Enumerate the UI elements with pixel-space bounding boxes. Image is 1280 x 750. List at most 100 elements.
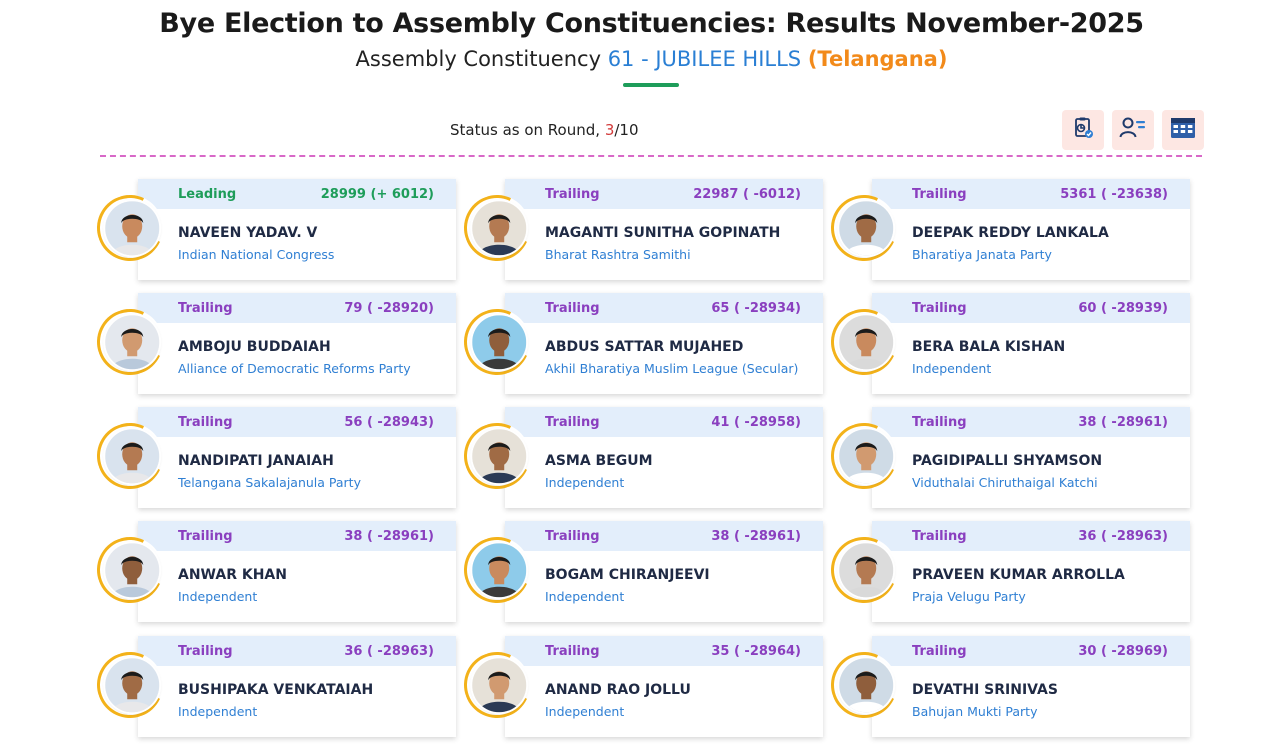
candidate-votes: 38 ( -28961) bbox=[711, 528, 801, 544]
table-view-button[interactable] bbox=[1162, 110, 1204, 150]
candidate-avatar bbox=[105, 315, 160, 370]
candidate-card[interactable]: Trailing 30 ( -28969) DEVATHI SRINIVAS Bahu… bbox=[872, 636, 1190, 737]
candidate-name: BOGAM CHIRANJEEVI bbox=[545, 567, 710, 583]
candidate-votes: 38 ( -28961) bbox=[344, 528, 434, 544]
candidate-card[interactable]: Trailing 38 ( -28961) ANWAR KHAN Independen… bbox=[138, 521, 456, 622]
card-header: Trailing 36 ( -28963) bbox=[138, 636, 456, 666]
candidate-status: Trailing bbox=[912, 414, 967, 430]
candidate-status: Trailing bbox=[545, 186, 600, 202]
candidate-card[interactable]: Trailing 22987 ( -6012) MAGANTI SUNITHA GO… bbox=[505, 179, 823, 280]
avatar-ring bbox=[454, 413, 540, 499]
round-status-prefix: Status as on Round, bbox=[450, 121, 601, 139]
total-rounds: /10 bbox=[614, 121, 639, 139]
candidate-party: Telangana Sakalajanula Party bbox=[178, 475, 361, 490]
card-header: Trailing 56 ( -28943) bbox=[138, 407, 456, 437]
candidate-card[interactable]: Leading 28999 (+ 6012) NAVEEN YADAV. V Indi… bbox=[138, 179, 456, 280]
candidate-card[interactable]: Trailing 38 ( -28961) BOGAM CHIRANJEEVI Ind… bbox=[505, 521, 823, 622]
candidate-avatar bbox=[839, 315, 894, 370]
avatar-ring bbox=[87, 185, 173, 271]
candidate-name: DEEPAK REDDY LANKALA bbox=[912, 225, 1109, 241]
report-button[interactable] bbox=[1062, 110, 1104, 150]
candidate-name: PRAVEEN KUMAR ARROLLA bbox=[912, 567, 1125, 583]
candidate-avatar bbox=[105, 201, 160, 256]
candidate-votes: 38 ( -28961) bbox=[1078, 414, 1168, 430]
candidate-party: Bahujan Mukti Party bbox=[912, 704, 1038, 719]
card-header: Leading 28999 (+ 6012) bbox=[138, 179, 456, 209]
candidate-party: Independent bbox=[178, 704, 258, 719]
candidate-list-icon bbox=[1119, 115, 1147, 145]
candidate-status: Trailing bbox=[545, 528, 600, 544]
candidate-avatar bbox=[105, 658, 160, 713]
avatar-ring bbox=[821, 413, 907, 499]
subtitle-prefix: Assembly Constituency bbox=[355, 47, 601, 71]
candidate-status: Trailing bbox=[545, 414, 600, 430]
candidate-card[interactable]: Trailing 36 ( -28963) BUSHIPAKA VENKATAIAH… bbox=[138, 636, 456, 737]
avatar-ring bbox=[87, 413, 173, 499]
candidate-party: Bharatiya Janata Party bbox=[912, 247, 1052, 262]
candidate-votes: 28999 (+ 6012) bbox=[320, 186, 434, 202]
candidate-avatar bbox=[472, 429, 527, 484]
candidate-status: Trailing bbox=[912, 528, 967, 544]
candidate-party: Viduthalai Chiruthaigal Katchi bbox=[912, 475, 1098, 490]
candidate-party: Independent bbox=[178, 589, 258, 604]
candidate-status: Trailing bbox=[178, 300, 233, 316]
candidate-votes: 79 ( -28920) bbox=[344, 300, 434, 316]
avatar-ring bbox=[454, 527, 540, 613]
candidate-avatar bbox=[472, 543, 527, 598]
candidate-card[interactable]: Trailing 35 ( -28964) ANAND RAO JOLLU Indep… bbox=[505, 636, 823, 737]
avatar-ring bbox=[821, 527, 907, 613]
avatar-ring bbox=[454, 299, 540, 385]
candidate-card[interactable]: Trailing 38 ( -28961) PAGIDIPALLI SHYAMSON… bbox=[872, 407, 1190, 508]
candidate-party: Alliance of Democratic Reforms Party bbox=[178, 361, 411, 376]
avatar-ring bbox=[821, 642, 907, 728]
candidate-party: Bharat Rashtra Samithi bbox=[545, 247, 691, 262]
candidate-card[interactable]: Trailing 36 ( -28963) PRAVEEN KUMAR ARROLL… bbox=[872, 521, 1190, 622]
candidate-votes: 56 ( -28943) bbox=[344, 414, 434, 430]
candidate-name: ANWAR KHAN bbox=[178, 567, 287, 583]
candidate-card[interactable]: Trailing 60 ( -28939) BERA BALA KISHAN Inde… bbox=[872, 293, 1190, 394]
card-header: Trailing 60 ( -28939) bbox=[872, 293, 1190, 323]
candidate-party: Independent bbox=[545, 704, 625, 719]
candidate-votes: 36 ( -28963) bbox=[344, 643, 434, 659]
candidate-name: DEVATHI SRINIVAS bbox=[912, 682, 1058, 698]
candidate-list-button[interactable] bbox=[1112, 110, 1154, 150]
candidate-card[interactable]: Trailing 5361 ( -23638) DEEPAK REDDY LANKA… bbox=[872, 179, 1190, 280]
candidate-party: Indian National Congress bbox=[178, 247, 335, 262]
candidate-name: BERA BALA KISHAN bbox=[912, 339, 1066, 355]
candidate-card[interactable]: Trailing 41 ( -28958) ASMA BEGUM Independen… bbox=[505, 407, 823, 508]
round-status: Status as on Round, 3/10 bbox=[450, 121, 639, 139]
candidate-status: Trailing bbox=[178, 528, 233, 544]
section-divider bbox=[100, 155, 1202, 157]
report-icon bbox=[1070, 115, 1096, 145]
avatar-ring bbox=[821, 299, 907, 385]
candidate-avatar bbox=[839, 429, 894, 484]
candidate-party: Independent bbox=[912, 361, 992, 376]
candidate-status: Trailing bbox=[178, 414, 233, 430]
candidate-votes: 65 ( -28934) bbox=[711, 300, 801, 316]
candidate-avatar bbox=[472, 658, 527, 713]
avatar-ring bbox=[821, 185, 907, 271]
candidate-name: BUSHIPAKA VENKATAIAH bbox=[178, 682, 374, 698]
candidate-name: ABDUS SATTAR MUJAHED bbox=[545, 339, 744, 355]
card-header: Trailing 38 ( -28961) bbox=[872, 407, 1190, 437]
avatar-ring bbox=[87, 299, 173, 385]
candidate-card[interactable]: Trailing 65 ( -28934) ABDUS SATTAR MUJAHED… bbox=[505, 293, 823, 394]
card-header: Trailing 5361 ( -23638) bbox=[872, 179, 1190, 209]
candidate-name: MAGANTI SUNITHA GOPINATH bbox=[545, 225, 781, 241]
candidate-party: Independent bbox=[545, 475, 625, 490]
candidate-votes: 30 ( -28969) bbox=[1078, 643, 1168, 659]
candidate-card[interactable]: Trailing 56 ( -28943) NANDIPATI JANAIAH Tel… bbox=[138, 407, 456, 508]
candidate-card[interactable]: Trailing 79 ( -28920) AMBOJU BUDDAIAH Allia… bbox=[138, 293, 456, 394]
candidate-avatar bbox=[105, 543, 160, 598]
candidate-votes: 60 ( -28939) bbox=[1078, 300, 1168, 316]
candidate-name: NANDIPATI JANAIAH bbox=[178, 453, 334, 469]
candidate-avatar bbox=[839, 201, 894, 256]
candidate-status: Trailing bbox=[178, 643, 233, 659]
candidate-status: Trailing bbox=[545, 643, 600, 659]
avatar-ring bbox=[87, 527, 173, 613]
candidate-name: NAVEEN YADAV. V bbox=[178, 225, 318, 241]
avatar-ring bbox=[454, 642, 540, 728]
candidate-name: ANAND RAO JOLLU bbox=[545, 682, 691, 698]
candidate-avatar bbox=[839, 658, 894, 713]
card-header: Trailing 41 ( -28958) bbox=[505, 407, 823, 437]
